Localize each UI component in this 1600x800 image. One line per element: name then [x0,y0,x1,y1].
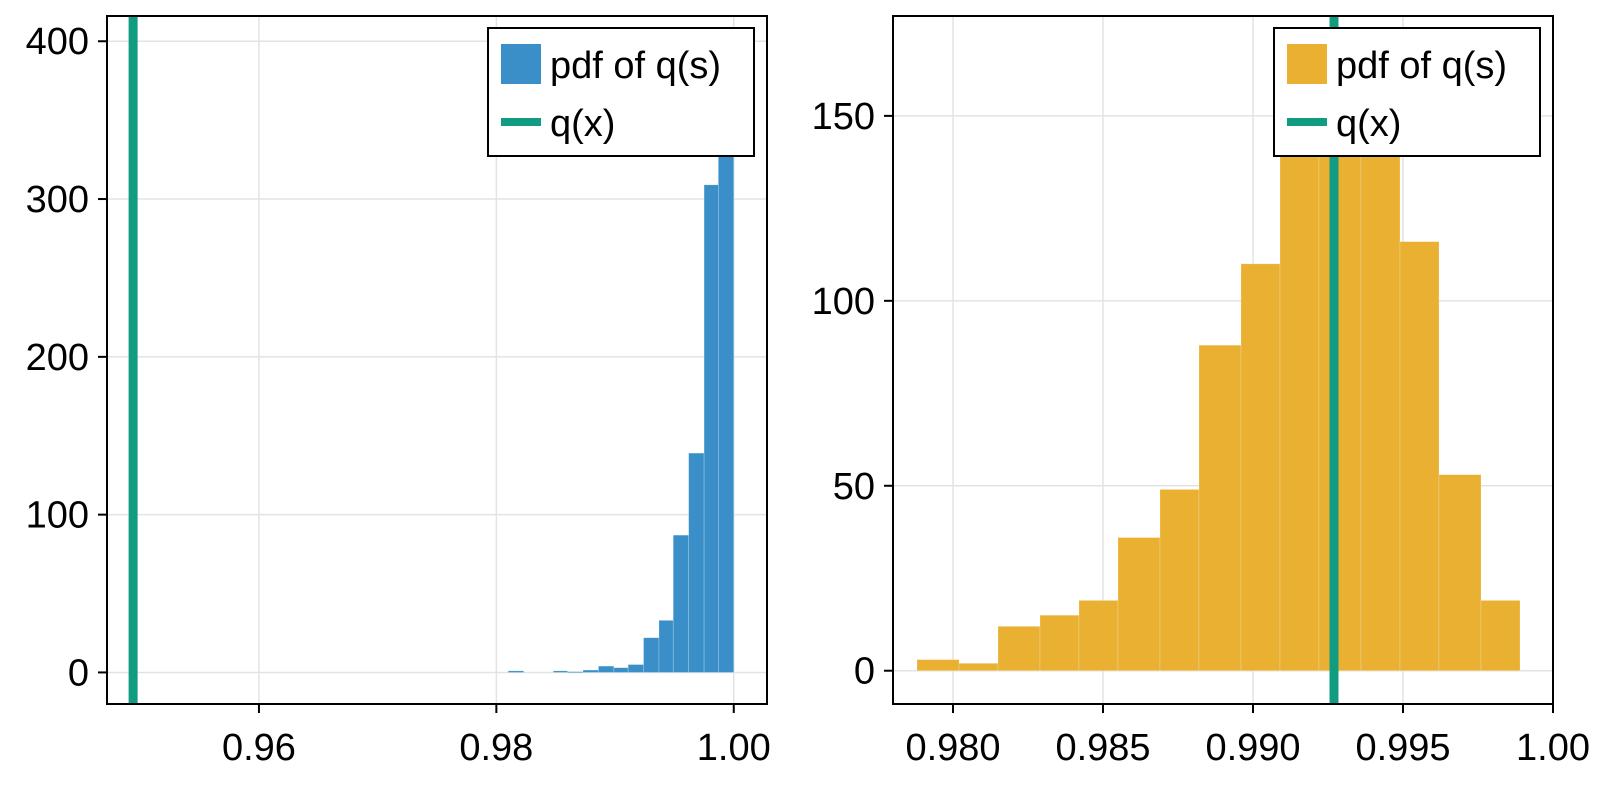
histogram-bar [718,151,735,673]
histogram-bar [1117,537,1161,672]
legend-patch-hist [501,44,541,84]
histogram-bar [1279,67,1320,672]
legend: pdf of q(s) q(x) [1273,27,1541,157]
histogram-bar [958,663,999,672]
histogram-bar [1039,614,1080,672]
histogram-bar [703,184,719,673]
histogram-bar [582,669,599,673]
y-tick-label: 0 [68,652,89,694]
legend-patch-hist [1287,44,1327,84]
histogram-bar [613,667,629,673]
histogram-bar [1078,600,1119,672]
histogram-bar [658,620,674,673]
y-tick-label: 50 [833,466,875,508]
y-tick-label: 400 [26,21,89,63]
histogram-bar [1198,344,1242,672]
histogram-bar [643,637,660,673]
y-tick-label: 100 [26,495,89,537]
histogram-bar [997,626,1041,672]
y-tick-label: 200 [26,337,89,379]
histogram-bar [627,664,644,673]
x-tick-label: 0.990 [1205,727,1300,769]
legend-label-qx: q(x) [1336,103,1401,145]
legend-label-hist: pdf of q(s) [550,45,721,87]
histogram-bar [598,665,615,673]
histogram-bar [553,670,568,673]
y-tick-label: 300 [26,179,89,221]
histogram-bar [916,659,960,672]
x-tick-label: 1.00 [697,727,771,769]
histogram-bar [1240,263,1281,672]
legend-label-qx: q(x) [550,103,615,145]
plot-content [128,16,735,704]
legend: pdf of q(s) q(x) [487,27,755,157]
histogram-bar [1360,74,1401,672]
axis-frame [892,15,1554,705]
histogram-bar [567,671,584,673]
histogram-bar [688,452,705,673]
histogram-bar [1159,489,1200,672]
x-tick-label: 0.96 [222,727,296,769]
histogram-bar [1399,241,1440,672]
axis-frame [106,15,768,705]
x-tick-label: 0.985 [1055,727,1150,769]
histogram-bar [1318,71,1362,672]
histogram-bar [1480,600,1521,672]
x-tick-label: 0.980 [905,727,1000,769]
left-histogram-panel: 0.96 0.98 1.00 0 100 200 300 400 pdf of q(s) q(x) [26,15,771,769]
y-tick-label: 150 [812,96,875,138]
y-tick-label: 100 [812,281,875,323]
x-tick-label: 1.00 [1516,727,1590,769]
y-tick-label: 0 [854,651,875,693]
legend-label-hist: pdf of q(s) [1336,45,1507,87]
x-tick-label: 0.98 [459,727,533,769]
histogram-bar [672,534,689,673]
histogram-bar [1438,474,1482,672]
plot-content [916,16,1521,704]
histogram-bar [507,670,524,673]
x-tick-label: 0.995 [1355,727,1450,769]
right-histogram-panel: 0.980 0.985 0.990 0.995 1.00 0 50 100 150 pdf of … [812,15,1590,769]
